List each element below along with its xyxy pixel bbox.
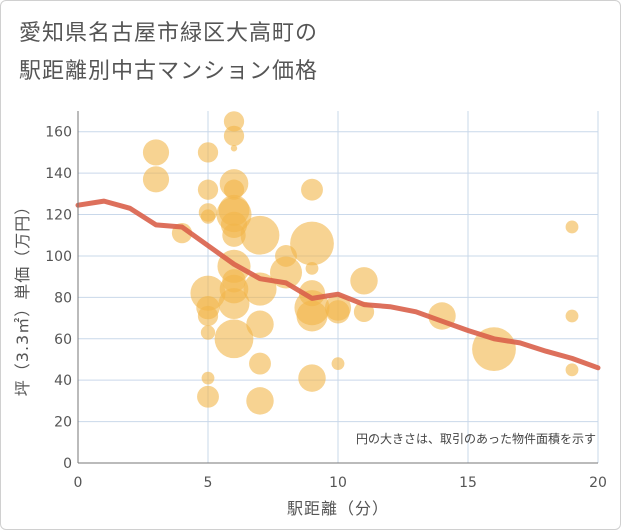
data-point xyxy=(296,300,328,332)
y-tick-label: 20 xyxy=(54,415,72,431)
bubbles xyxy=(142,111,579,415)
data-point xyxy=(142,139,170,166)
data-point xyxy=(331,357,345,371)
data-point xyxy=(223,179,245,200)
chart-title-line-2: 駅距離別中古マンション価格 xyxy=(19,59,319,84)
data-point xyxy=(200,325,216,340)
chart-title-line-1: 愛知県名古屋市緑区大高町の xyxy=(19,21,319,46)
data-point xyxy=(246,387,274,415)
y-tick-label: 160 xyxy=(45,125,72,141)
size-note: 円の大きさは、取引のあった物件面積を示す xyxy=(356,431,596,446)
data-point xyxy=(301,178,323,201)
y-tick-label: 0 xyxy=(63,456,72,472)
data-point xyxy=(565,363,579,377)
data-point xyxy=(290,221,334,266)
data-point xyxy=(223,111,245,132)
data-point xyxy=(350,267,378,295)
data-point xyxy=(222,223,246,247)
grid xyxy=(78,111,599,463)
data-point xyxy=(200,209,216,224)
x-tick-label: 15 xyxy=(459,475,477,491)
trend-line xyxy=(75,198,601,371)
data-point xyxy=(218,288,250,320)
data-point xyxy=(305,261,319,275)
y-tick-label: 60 xyxy=(54,332,72,348)
x-axis-label: 駅距離（分） xyxy=(287,499,389,518)
y-tick-label: 40 xyxy=(54,373,72,389)
data-point xyxy=(246,310,274,338)
data-point xyxy=(298,364,326,392)
data-point xyxy=(142,166,170,193)
data-point xyxy=(230,145,238,152)
data-point xyxy=(326,300,350,324)
trend-line-group xyxy=(75,198,601,371)
data-point xyxy=(197,385,219,408)
axes: 0 20 40 60 80 100 120 140 160 0 5 10 15 20 xyxy=(45,111,607,491)
y-axis-label: 坪（3.3㎡）単価（万円） xyxy=(13,198,32,396)
x-tick-label: 10 xyxy=(329,475,347,491)
y-tick-label: 140 xyxy=(45,166,72,182)
x-tick-label: 0 xyxy=(74,475,83,491)
y-tick-label: 120 xyxy=(45,208,72,224)
data-point xyxy=(249,352,271,375)
y-tick-label: 80 xyxy=(54,290,72,306)
data-point xyxy=(240,215,280,255)
data-point xyxy=(223,125,245,146)
x-tick-label: 5 xyxy=(204,475,213,491)
data-point xyxy=(214,319,254,359)
data-point xyxy=(197,142,219,163)
x-tick-label: 20 xyxy=(589,475,607,491)
data-point xyxy=(565,220,579,234)
data-point xyxy=(197,305,219,327)
data-point xyxy=(565,309,579,323)
data-point xyxy=(201,371,215,385)
data-point xyxy=(197,179,219,200)
y-tick-label: 100 xyxy=(45,249,72,265)
